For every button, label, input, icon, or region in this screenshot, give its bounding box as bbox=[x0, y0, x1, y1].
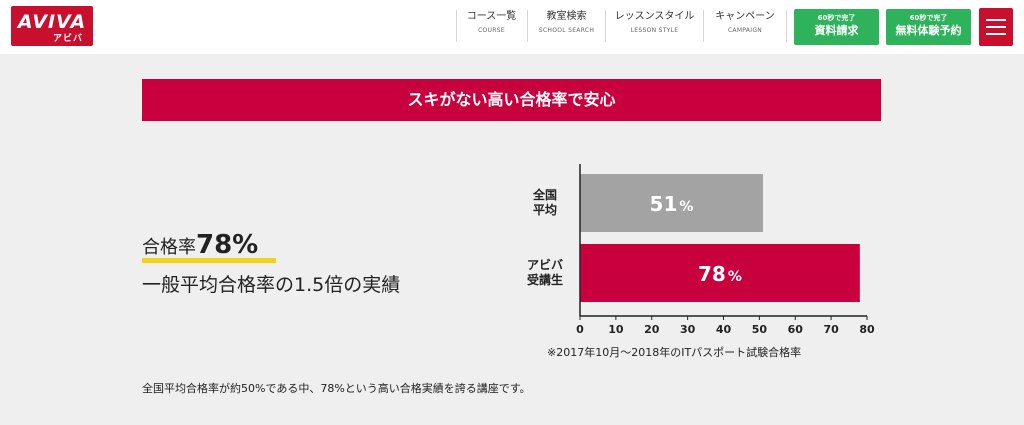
bar-value-label-1: 78% bbox=[698, 262, 742, 286]
pass-rate-heading: 合格率78% bbox=[142, 228, 258, 262]
chart-footnote: ※2017年10月〜2018年のITパスポート試験合格率 bbox=[547, 346, 802, 359]
bar-value-number-0: 51 bbox=[650, 192, 678, 216]
x-tick-label-1: 10 bbox=[608, 323, 624, 336]
x-tick-label-6: 60 bbox=[788, 323, 804, 336]
category-label-aviva: アビバ 受講生 bbox=[514, 258, 576, 288]
nav-lesson-style-sublabel: LESSON STYLE bbox=[630, 27, 679, 34]
bar-value-unit-0: % bbox=[679, 199, 693, 215]
category-label-aviva-line2: 受講生 bbox=[526, 273, 563, 287]
category-label-national: 全国 平均 bbox=[520, 188, 570, 218]
section-banner: スキがない高い合格率で安心 bbox=[142, 79, 881, 121]
nav-campaign-label: キャンペーン bbox=[715, 11, 775, 22]
request-brochure-button[interactable]: 60秒で完了 資料請求 bbox=[794, 9, 879, 45]
logo-text: AVIVA bbox=[17, 11, 87, 33]
category-label-national-line1: 全国 bbox=[532, 188, 557, 202]
x-tick-label-5: 50 bbox=[752, 323, 768, 336]
x-tick-label-0: 0 bbox=[576, 323, 584, 336]
bar-value-number-1: 78 bbox=[698, 262, 726, 286]
aviva-logo[interactable]: AVIVA アビバ bbox=[11, 6, 93, 46]
nav-lesson-style-label: レッスンスタイル bbox=[614, 11, 695, 22]
hamburger-menu-icon bbox=[986, 33, 1006, 35]
bar-1 bbox=[580, 244, 860, 302]
bar-0 bbox=[580, 174, 763, 232]
nav-school-search[interactable]: 教室検索 SCHOOL SEARCH bbox=[527, 10, 605, 42]
category-label-national-line2: 平均 bbox=[532, 203, 557, 217]
x-tick-label-3: 30 bbox=[680, 323, 696, 336]
highlight-underline bbox=[142, 258, 276, 263]
pass-rate-chart: 全国 平均 アビバ 受講生 51% 78% 0 10 20 30 40 50 60 70 80 bbox=[500, 160, 890, 340]
hamburger-menu-icon bbox=[986, 26, 1006, 28]
nav-school-search-sublabel: SCHOOL SEARCH bbox=[538, 27, 595, 34]
request-brochure-label: 資料請求 bbox=[814, 24, 859, 37]
free-trial-button[interactable]: 60秒で完了 無料体験予約 bbox=[886, 9, 971, 45]
nav-course-label: コース一覧 bbox=[466, 11, 517, 22]
pass-rate-value: 78% bbox=[196, 230, 259, 260]
bar-value-unit-1: % bbox=[728, 269, 742, 285]
request-brochure-sublabel: 60秒で完了 bbox=[817, 14, 856, 22]
bar-value-label-0: 51% bbox=[650, 192, 694, 216]
summary-text: 全国平均合格率が約50%である中、78%という高い合格実績を誇る講座です。 bbox=[142, 382, 531, 395]
x-tick-label-2: 20 bbox=[644, 323, 660, 336]
nav-school-search-label: 教室検索 bbox=[546, 11, 587, 22]
nav-campaign[interactable]: キャンペーン CAMPAIGN bbox=[703, 10, 787, 42]
x-tick-label-4: 40 bbox=[716, 323, 732, 336]
nav-lesson-style[interactable]: レッスンスタイル LESSON STYLE bbox=[605, 10, 703, 42]
site-header: AVIVA アビバ コース一覧 COURSE 教室検索 SCHOOL SEARC… bbox=[0, 0, 1024, 54]
nav-course[interactable]: コース一覧 COURSE bbox=[456, 10, 526, 42]
free-trial-label: 無料体験予約 bbox=[895, 24, 962, 37]
x-tick-label-7: 70 bbox=[823, 323, 839, 336]
free-trial-sublabel: 60秒で完了 bbox=[909, 14, 948, 22]
nav-campaign-sublabel: CAMPAIGN bbox=[727, 27, 763, 34]
bar-chart-svg: 51 %78 %0 10 20 30 40 50 60 70 80 bbox=[576, 164, 875, 336]
hamburger-menu-button[interactable] bbox=[979, 8, 1013, 46]
category-label-aviva-line1: アビバ bbox=[526, 258, 563, 272]
hamburger-menu-icon bbox=[986, 19, 1006, 21]
pass-rate-description: 一般平均合格率の1.5倍の実績 bbox=[142, 274, 401, 296]
logo-subtext: アビバ bbox=[52, 34, 83, 44]
pass-rate-label: 合格率 bbox=[142, 237, 196, 258]
nav-course-sublabel: COURSE bbox=[478, 27, 505, 34]
x-tick-label-8: 80 bbox=[859, 323, 875, 336]
